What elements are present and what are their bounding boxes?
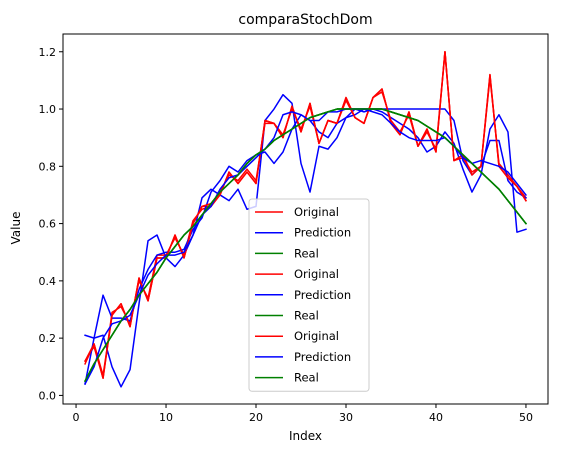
legend-label: Prediction	[294, 226, 351, 240]
x-tick-label: 50	[519, 411, 533, 424]
x-axis: 0 10 20 30 40 50	[73, 404, 533, 424]
chart-title: comparaStochDom	[238, 12, 372, 28]
y-tick-label: 0.0	[39, 389, 57, 402]
legend-label: Original	[294, 267, 339, 281]
plot-area	[84, 51, 528, 388]
legend-label: Original	[294, 329, 339, 343]
legend-label: Prediction	[294, 288, 351, 302]
y-tick-label: 1.2	[39, 46, 57, 59]
legend-label: Original	[294, 205, 339, 219]
legend-label: Prediction	[294, 350, 351, 364]
plot-frame	[62, 33, 549, 405]
y-axis: 0.0 0.2 0.4 0.6 0.8 1.0 1.2	[39, 46, 63, 402]
series-line-9	[84, 108, 528, 383]
y-tick-label: 0.2	[39, 332, 57, 345]
x-tick-label: 10	[159, 411, 173, 424]
x-tick-label: 20	[249, 411, 263, 424]
legend-label: Real	[294, 246, 319, 260]
y-tick-label: 1.0	[39, 103, 57, 116]
y-tick-label: 0.6	[39, 218, 57, 231]
legend-box	[248, 198, 370, 392]
x-tick-label: 30	[339, 411, 353, 424]
x-axis-label: Index	[289, 429, 322, 443]
x-tick-label: 40	[429, 411, 443, 424]
y-axis-label: Value	[9, 212, 23, 245]
y-tick-label: 0.8	[39, 160, 57, 173]
x-tick-label: 0	[73, 411, 80, 424]
legend-label: Real	[294, 371, 319, 385]
legend: Original Prediction Real Original Prediction…	[248, 198, 370, 392]
y-tick-label: 0.4	[39, 275, 57, 288]
legend-label: Real	[294, 309, 319, 323]
